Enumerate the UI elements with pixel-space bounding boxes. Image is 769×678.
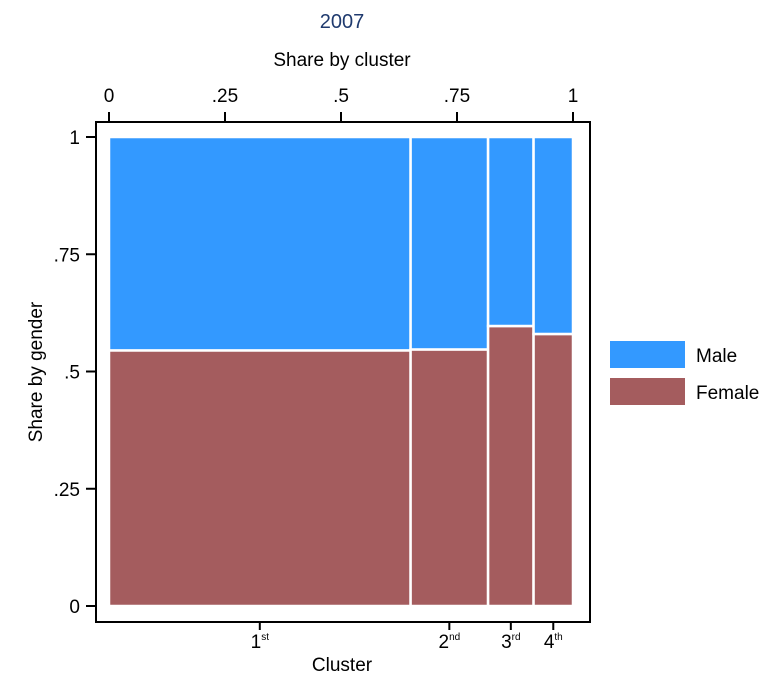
y-axis-label: Share by gender [26,301,47,442]
y-tick-label-1: .25 [54,480,80,501]
legend-label-male: Male [696,346,737,367]
cell-male-4 [532,135,575,336]
cell-female-4 [532,332,575,608]
top-axis: 0 .25 .5 .75 1 [104,86,579,122]
cell-male-1 [107,135,412,352]
chart-title: 2007 [320,11,365,33]
top-tick-label-0: 0 [104,86,115,107]
top-tick-label-3: .75 [444,86,470,107]
y-tick-label-3: .75 [54,245,80,266]
x-category-label-2: 2nd [438,632,460,653]
x-category-labels: 1st 2nd 3rd 4th [251,622,563,653]
cell-female-3 [486,324,535,608]
top-tick-label-1: .25 [212,86,238,107]
x-category-label-3: 3rd [501,632,520,653]
legend-swatch-male [610,341,685,368]
x-category-label-4: 4th [544,632,563,653]
legend-label-female: Female [696,383,759,404]
x-category-label-1: 1st [251,632,270,653]
cell-female-1 [107,349,412,608]
top-tick-label-2: .5 [333,86,349,107]
y-axis: 0 .25 .5 .75 1 [54,128,96,618]
cell-male-2 [409,135,490,351]
cell-female-2 [409,348,490,608]
legend: Male Female [610,341,759,405]
cell-male-3 [486,135,535,328]
y-tick-label-0: 0 [69,597,80,618]
top-axis-label: Share by cluster [273,50,411,71]
legend-swatch-female [610,378,685,405]
y-tick-label-4: 1 [69,128,80,149]
y-tick-label-2: .5 [64,363,80,384]
top-tick-label-4: 1 [568,86,579,107]
mosaic-cells [107,135,575,608]
x-axis-label: Cluster [312,655,373,676]
